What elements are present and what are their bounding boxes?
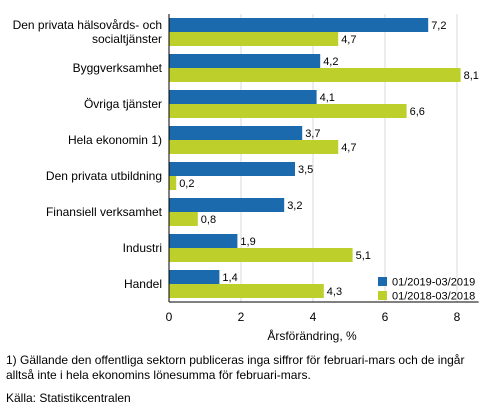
data-label: 4,2 (323, 56, 338, 68)
category-label: Den privata hälsovårds- och socialtjänste… (13, 18, 162, 46)
bars (169, 18, 461, 298)
data-label: 0,2 (179, 178, 194, 190)
bar-2019 (169, 18, 429, 32)
bar-2019 (169, 270, 220, 284)
legend-label-2019: 01/2019-03/2019 (392, 277, 475, 289)
x-tick-label: 2 (238, 310, 245, 324)
bar-2018 (169, 68, 461, 82)
data-label: 3,2 (287, 200, 302, 212)
data-label: 4,7 (341, 142, 356, 154)
bar-2019 (169, 90, 317, 104)
data-label: 5,1 (356, 250, 371, 262)
x-tick-label: 0 (166, 310, 173, 324)
data-label: 6,6 (410, 106, 425, 118)
bar-2018 (169, 248, 353, 262)
legend-swatch-2018 (378, 291, 387, 300)
x-axis: 0 2 4 6 8 (166, 14, 479, 324)
x-tick-label: 6 (382, 310, 389, 324)
bar-2019 (169, 234, 238, 248)
bar-2019 (169, 162, 295, 176)
data-label: 4,7 (341, 34, 356, 46)
data-label: 7,2 (431, 20, 446, 32)
category-label: Byggverksamhet (73, 61, 163, 75)
data-label: 3,5 (298, 164, 313, 176)
bar-2019 (169, 126, 303, 140)
category-label: Finansiell verksamhet (46, 205, 163, 219)
data-label: 1,4 (222, 272, 237, 284)
data-label: 4,3 (327, 286, 342, 298)
legend-label-2018: 01/2018-03/2018 (392, 291, 475, 303)
source-note: Källa: Statistikcentralen (6, 391, 131, 405)
bar-2019 (169, 54, 321, 68)
bar-2018 (169, 32, 339, 46)
category-label: Handel (124, 277, 162, 291)
data-label: 0,8 (201, 214, 216, 226)
data-label: 4,1 (320, 92, 335, 104)
x-tick-label: 4 (310, 310, 317, 324)
data-label: 1,9 (240, 236, 255, 248)
x-axis-title: Årsförändring, % (267, 328, 357, 343)
footnote: 1) Gällande den offentliga sektorn publi… (6, 353, 465, 382)
x-tick-label: 8 (454, 310, 461, 324)
bar-chart: 7,24,74,28,14,16,63,74,73,50,23,20,81,95… (13, 14, 479, 343)
bar-2018 (169, 176, 177, 190)
category-label: Den privata utbildning (46, 169, 162, 183)
category-label: Industri (123, 241, 162, 255)
category-labels: Den privata hälsovårds- och socialtjänste… (13, 18, 163, 291)
value-labels: 7,24,74,28,14,16,63,74,73,50,23,20,81,95… (179, 20, 479, 298)
bar-2018 (169, 212, 198, 226)
legend-swatch-2019 (378, 277, 387, 286)
legend: 01/2019-03/2019 01/2018-03/2018 (378, 277, 475, 303)
data-label: 8,1 (464, 70, 479, 82)
bar-2018 (169, 284, 324, 298)
bar-2018 (169, 104, 407, 118)
data-label: 3,7 (305, 128, 320, 140)
bar-2019 (169, 198, 285, 212)
category-label: Hela ekonomin 1) (68, 133, 162, 147)
bar-2018 (169, 140, 339, 154)
category-label: Övriga tjänster (84, 97, 162, 111)
